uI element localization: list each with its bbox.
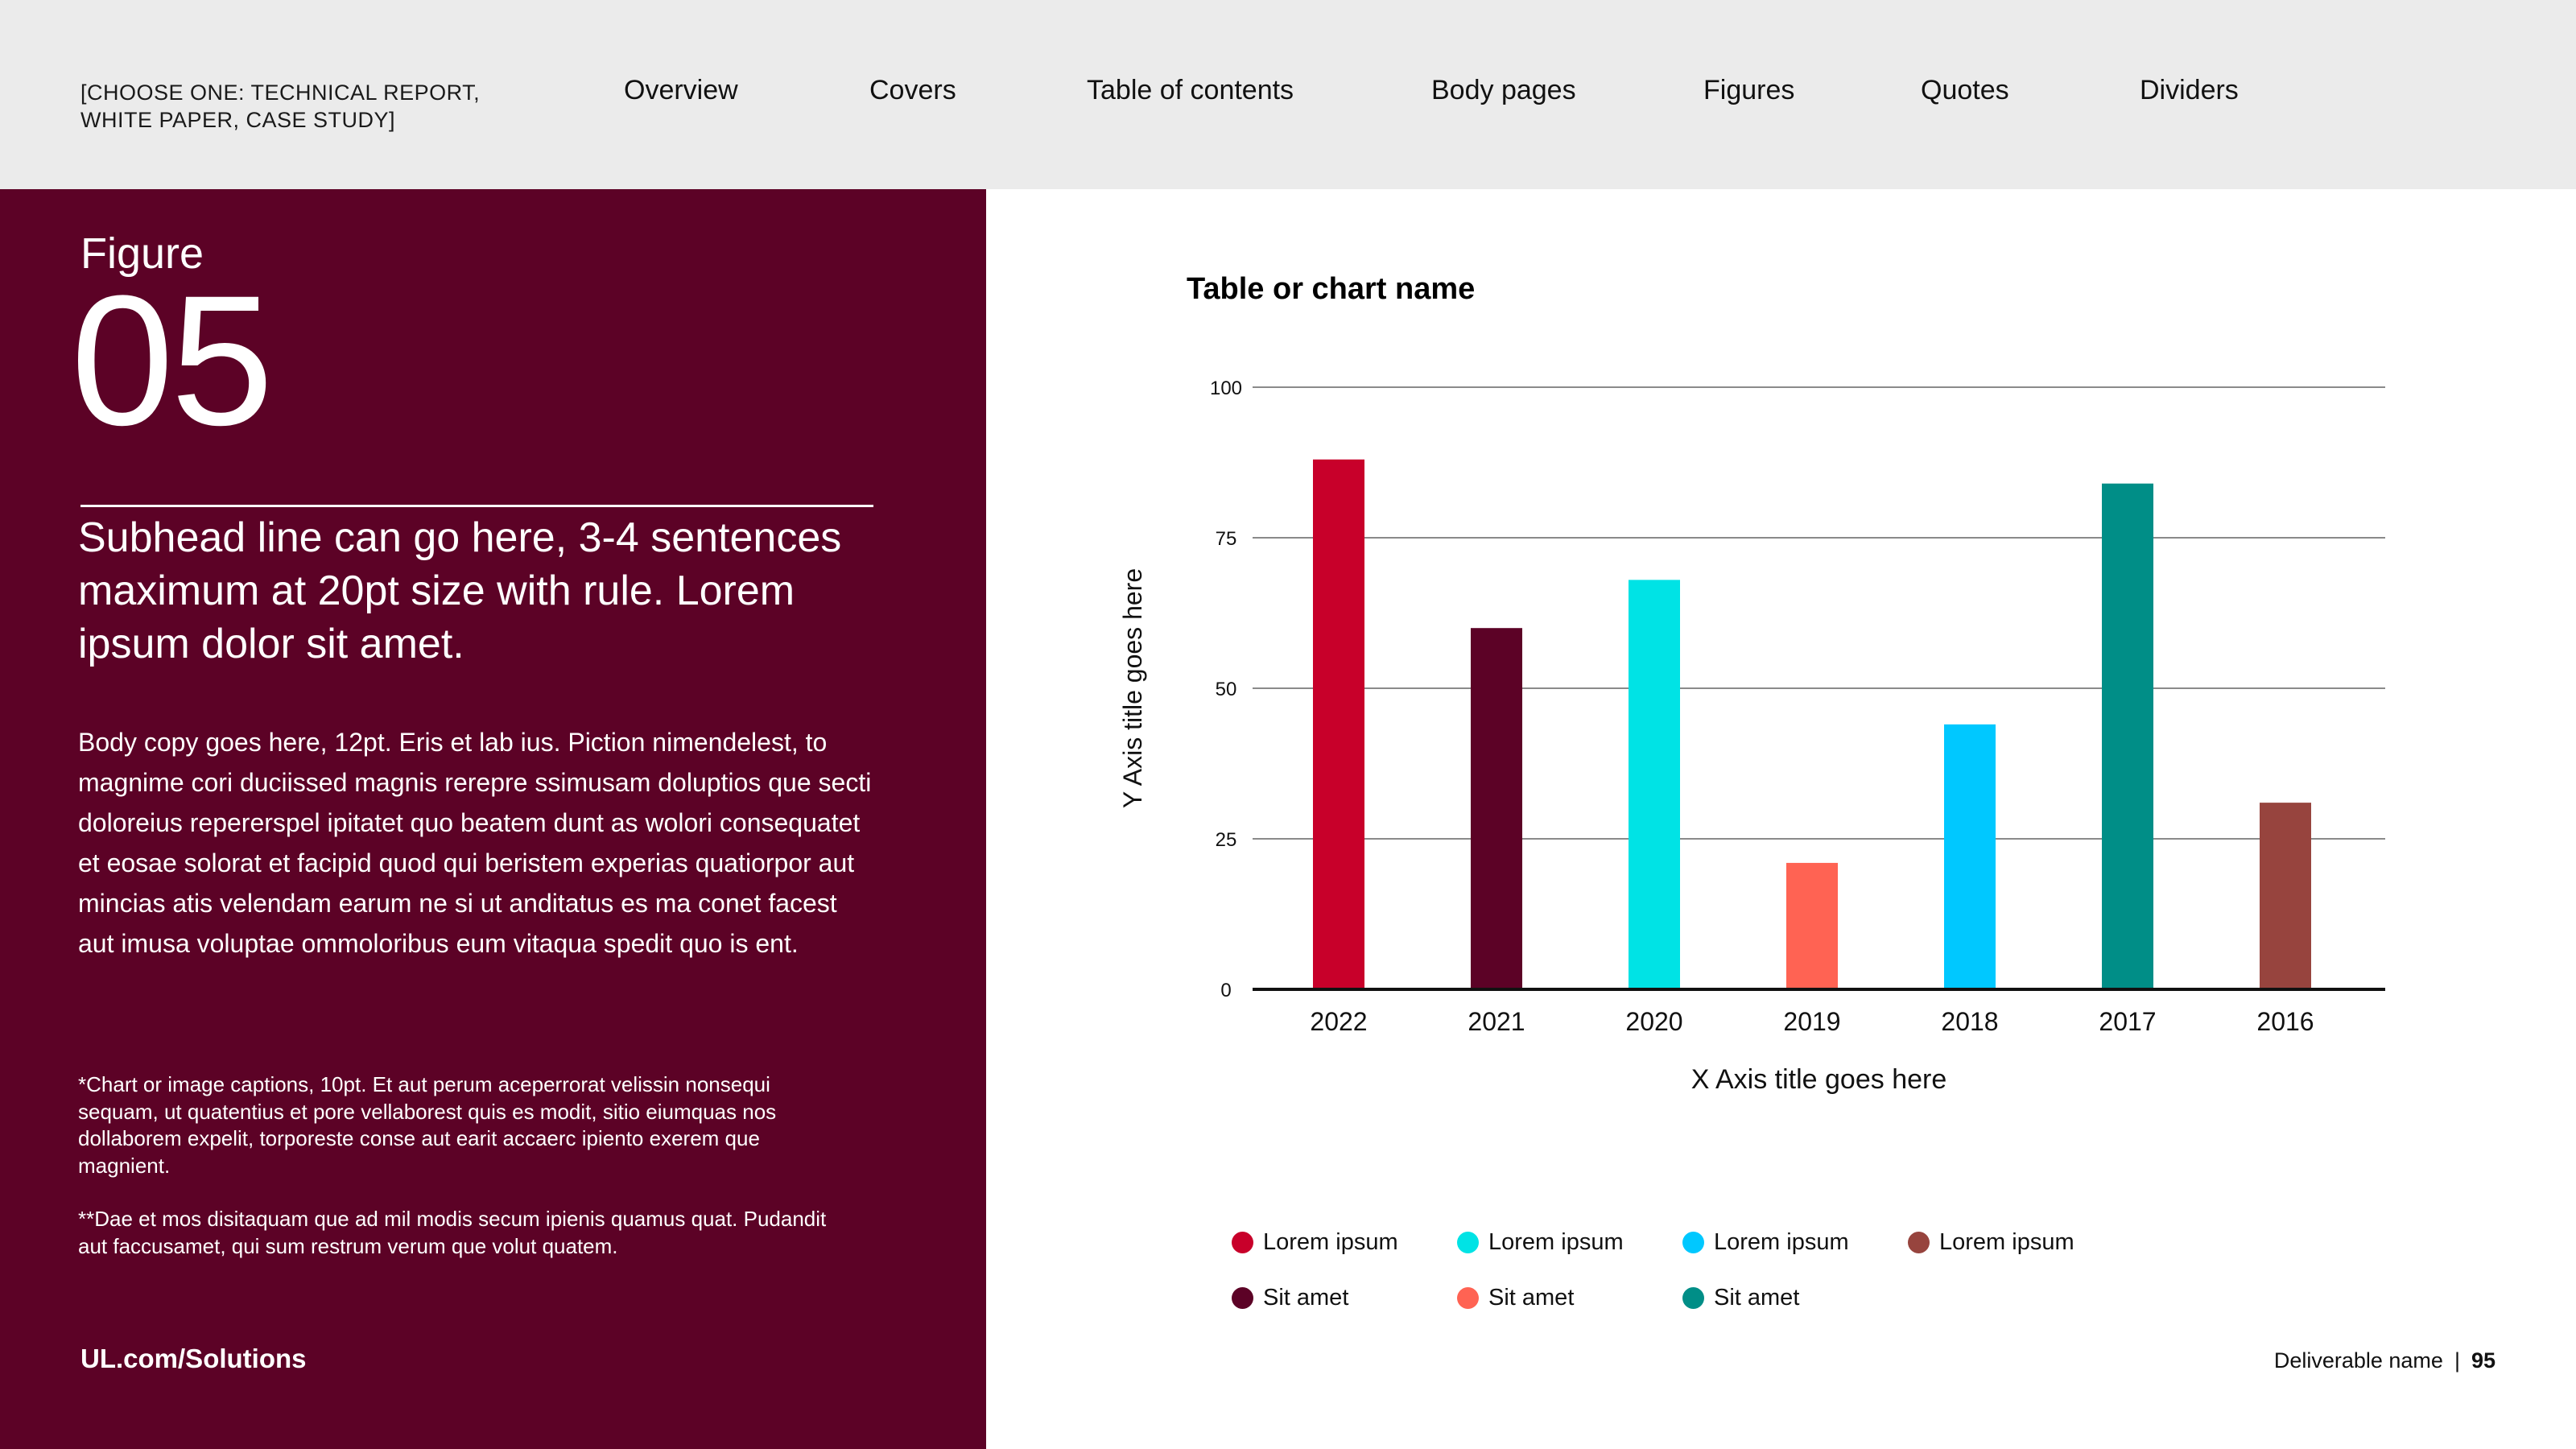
legend-swatch [1457, 1232, 1479, 1253]
legend-swatch [1682, 1287, 1704, 1309]
legend-label: Sit amet [1714, 1285, 1800, 1311]
bar [1313, 459, 1364, 989]
nav-item-covers[interactable]: Covers [869, 75, 956, 105]
legend-label: Lorem ipsum [1939, 1229, 2074, 1255]
y-tick-label: 0 [1220, 980, 1231, 1001]
document-type-label: [CHOOSE ONE: TECHNICAL REPORT, WHITE PAP… [80, 80, 481, 132]
legend-item: Lorem ipsum [1682, 1229, 1849, 1256]
bar-chart: 0 25 50 75 100 2022 2021 2020 2019 2018 2017 2016 X … [1118, 378, 2385, 1095]
nav-item-dividers[interactable]: Dividers [2140, 75, 2239, 105]
legend-item: Sit amet [1457, 1285, 1574, 1311]
chart-title: Table or chart name [1187, 272, 1476, 306]
nav-item-table-of-contents[interactable]: Table of contents [1087, 75, 1294, 105]
legend-label: Sit amet [1263, 1285, 1349, 1311]
x-tick-label: 2022 [1310, 1007, 1367, 1036]
legend-swatch [1457, 1287, 1479, 1309]
legend-label: Lorem ipsum [1263, 1229, 1398, 1255]
y-axis-title: Y Axis title goes here [1118, 568, 1147, 808]
x-tick-label: 2020 [1625, 1007, 1682, 1036]
figure-number: 05 [71, 257, 274, 464]
y-tick-label: 100 [1210, 378, 1242, 399]
subhead-rule [80, 505, 873, 507]
top-navigation-bar: [CHOOSE ONE: TECHNICAL REPORT, WHITE PAP… [0, 0, 2576, 189]
legend-swatch [1682, 1232, 1704, 1253]
legend-item: Lorem ipsum [1232, 1229, 1398, 1256]
x-tick-label: 2021 [1468, 1007, 1525, 1036]
legend-swatch [1232, 1287, 1253, 1309]
y-tick-label: 25 [1216, 829, 1237, 851]
chart-captions: *Chart or image captions, 10pt. Et aut p… [78, 1071, 851, 1260]
bar [2102, 483, 2153, 989]
bar [1471, 628, 1522, 989]
solutions-link[interactable]: UL.com/Solutions [80, 1344, 307, 1373]
y-tick-label: 75 [1216, 528, 1237, 550]
legend-swatch [1908, 1232, 1930, 1253]
figure-info-panel: Figure 05 Subhead line can go here, 3-4 … [0, 189, 986, 1449]
legend-label: Lorem ipsum [1488, 1229, 1624, 1255]
legend-label: Sit amet [1488, 1285, 1575, 1311]
legend-label: Lorem ipsum [1714, 1229, 1849, 1255]
page-footer: Deliverable name | 95 [2274, 1348, 2496, 1373]
legend-item: Sit amet [1682, 1285, 1799, 1311]
section-nav: Overview Covers Table of contents Body p… [0, 75, 2576, 110]
nav-item-quotes[interactable]: Quotes [1921, 75, 2009, 105]
bar [1944, 724, 1996, 989]
x-tick-label: 2017 [2099, 1007, 2156, 1036]
caption-secondary: **Dae et mos disitaquam que ad mil modis… [78, 1207, 827, 1258]
legend-swatch [1232, 1232, 1253, 1253]
x-tick-label: 2019 [1783, 1007, 1840, 1036]
figure-label: Figure [80, 229, 204, 278]
subhead: Subhead line can go here, 3-4 sentences … [78, 514, 842, 667]
y-tick-label: 50 [1216, 679, 1237, 700]
footer-separator: | [2454, 1348, 2460, 1373]
bar [2260, 803, 2311, 989]
nav-item-body-pages[interactable]: Body pages [1431, 75, 1576, 105]
bar [1629, 580, 1680, 989]
x-tick-label: 2018 [1941, 1007, 1998, 1036]
page-number: 95 [2471, 1348, 2496, 1373]
x-axis-title: X Axis title goes here [1691, 1064, 1947, 1095]
nav-item-overview[interactable]: Overview [624, 75, 738, 105]
legend-item: Lorem ipsum [1908, 1229, 2074, 1256]
body-copy: Body copy goes here, 12pt. Eris et lab i… [78, 728, 872, 958]
deliverable-name: Deliverable name [2273, 1348, 2443, 1373]
x-tick-label: 2016 [2256, 1007, 2314, 1036]
bar [1786, 862, 1838, 989]
legend-item: Lorem ipsum [1457, 1229, 1624, 1256]
legend-item: Sit amet [1232, 1285, 1348, 1311]
caption-primary: *Chart or image captions, 10pt. Et aut p… [78, 1072, 777, 1178]
nav-item-figures[interactable]: Figures [1703, 75, 1795, 105]
